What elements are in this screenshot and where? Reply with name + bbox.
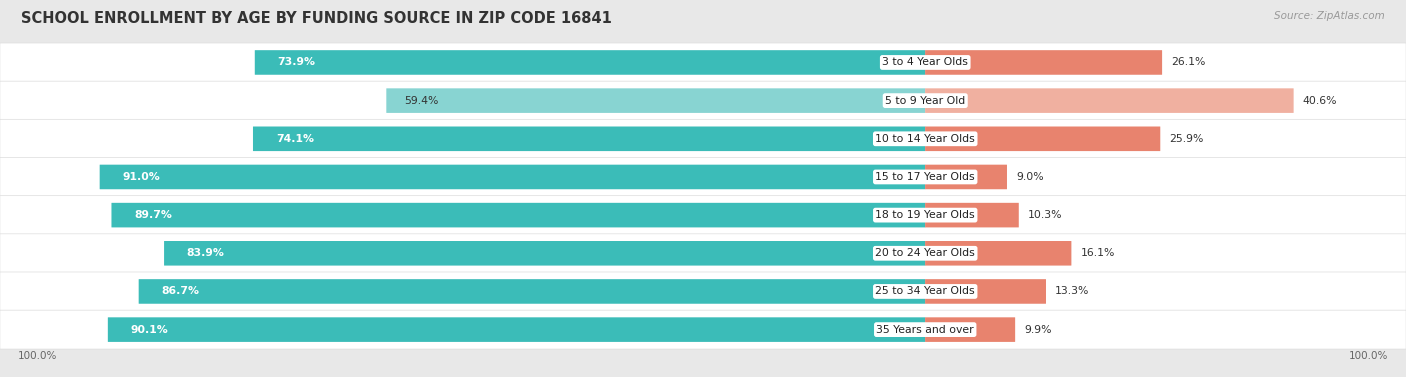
Text: SCHOOL ENROLLMENT BY AGE BY FUNDING SOURCE IN ZIP CODE 16841: SCHOOL ENROLLMENT BY AGE BY FUNDING SOUR… [21,11,612,26]
FancyBboxPatch shape [925,203,1019,227]
Text: 5 to 9 Year Old: 5 to 9 Year Old [886,96,966,106]
Text: 9.9%: 9.9% [1024,325,1052,335]
Text: 16.1%: 16.1% [1080,248,1115,258]
Text: 40.6%: 40.6% [1302,96,1337,106]
FancyBboxPatch shape [0,272,1406,311]
Text: Source: ZipAtlas.com: Source: ZipAtlas.com [1274,11,1385,21]
FancyBboxPatch shape [100,165,925,189]
Text: 86.7%: 86.7% [162,287,200,296]
Text: 25 to 34 Year Olds: 25 to 34 Year Olds [876,287,974,296]
Text: 83.9%: 83.9% [187,248,225,258]
Text: 3 to 4 Year Olds: 3 to 4 Year Olds [883,57,969,67]
Text: 100.0%: 100.0% [18,351,58,361]
Text: 90.1%: 90.1% [131,325,169,335]
Text: 15 to 17 Year Olds: 15 to 17 Year Olds [876,172,974,182]
FancyBboxPatch shape [0,43,1406,82]
FancyBboxPatch shape [0,234,1406,273]
Text: 18 to 19 Year Olds: 18 to 19 Year Olds [876,210,974,220]
FancyBboxPatch shape [387,88,925,113]
FancyBboxPatch shape [925,127,1160,151]
FancyBboxPatch shape [0,196,1406,234]
FancyBboxPatch shape [0,158,1406,196]
FancyBboxPatch shape [111,203,925,227]
FancyBboxPatch shape [254,50,925,75]
FancyBboxPatch shape [165,241,925,265]
FancyBboxPatch shape [925,88,1294,113]
FancyBboxPatch shape [139,279,925,304]
Text: 10 to 14 Year Olds: 10 to 14 Year Olds [876,134,976,144]
Text: 91.0%: 91.0% [122,172,160,182]
Text: 73.9%: 73.9% [277,57,315,67]
FancyBboxPatch shape [925,165,1007,189]
Text: 25.9%: 25.9% [1170,134,1204,144]
Text: 59.4%: 59.4% [405,96,439,106]
Text: 9.0%: 9.0% [1017,172,1043,182]
FancyBboxPatch shape [0,81,1406,120]
FancyBboxPatch shape [925,241,1071,265]
Text: 89.7%: 89.7% [134,210,172,220]
Text: 74.1%: 74.1% [276,134,314,144]
FancyBboxPatch shape [925,279,1046,304]
FancyBboxPatch shape [108,317,925,342]
FancyBboxPatch shape [0,120,1406,158]
Text: 20 to 24 Year Olds: 20 to 24 Year Olds [876,248,976,258]
Text: 100.0%: 100.0% [1348,351,1388,361]
FancyBboxPatch shape [925,317,1015,342]
FancyBboxPatch shape [253,127,925,151]
Text: 26.1%: 26.1% [1171,57,1205,67]
Text: 35 Years and over: 35 Years and over [876,325,974,335]
FancyBboxPatch shape [0,310,1406,349]
Text: 13.3%: 13.3% [1054,287,1090,296]
Text: 10.3%: 10.3% [1028,210,1063,220]
FancyBboxPatch shape [925,50,1163,75]
